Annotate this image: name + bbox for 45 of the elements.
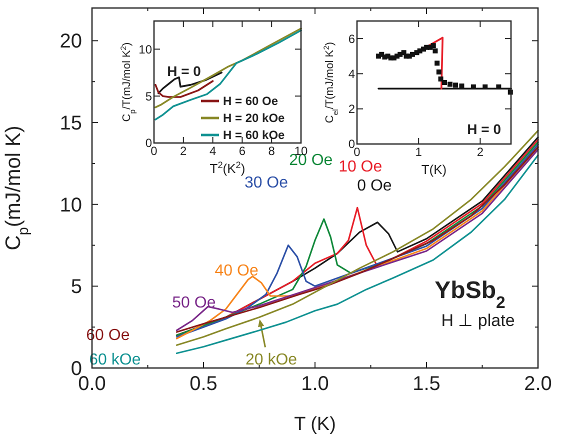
annotation: YbSb$_{2}$ — [434, 277, 506, 312]
point — [448, 82, 453, 87]
annotation: H = 0 — [467, 121, 502, 137]
x-tick-label: 2 — [180, 144, 188, 158]
x-tick-label: 4 — [209, 144, 216, 158]
series-label: 0 Oe — [357, 177, 392, 194]
y-tick-label: 20 — [60, 30, 82, 53]
y-tick-label: 15 — [60, 112, 82, 135]
x-tick-label: 6 — [238, 144, 246, 158]
x-axis-title: T$^{2}$(K$^{2}$) — [210, 160, 246, 176]
series-label: 50 Oe — [172, 294, 216, 312]
x-tick-label: 1.5 — [412, 373, 440, 395]
x-tick-label: 2.0 — [524, 373, 552, 395]
text: 10 Oe — [338, 158, 382, 176]
x-tick-label: 2 — [476, 145, 484, 159]
text: 30 Oe — [244, 174, 288, 192]
legend-label: H = 20 kOe — [223, 111, 286, 126]
line-series — [154, 80, 214, 98]
x-axis-title: T(K) — [421, 162, 447, 177]
y-tick-label: 10 — [138, 42, 152, 56]
point — [438, 76, 444, 82]
y-tick-label: 2 — [348, 102, 356, 116]
annotation: H ⊥ plate — [441, 311, 515, 330]
y-tick-label: 6 — [348, 32, 356, 46]
x-tick-label: 0.5 — [190, 373, 218, 395]
point — [453, 82, 458, 88]
point — [442, 80, 447, 85]
series-label: 40 Oe — [214, 262, 258, 280]
x-tick-label: 1 — [415, 145, 422, 159]
y-tick-label: 5 — [145, 89, 152, 104]
point — [410, 52, 415, 57]
x-tick-label: 1.0 — [301, 373, 329, 395]
legend-label: H = 60 Oe — [223, 94, 278, 108]
y-tick-label: 10 — [60, 194, 82, 216]
annotation: H = 0 — [167, 63, 202, 79]
legend-label: 20 kOe — [245, 351, 298, 368]
point — [432, 48, 438, 54]
y-tick-label: 5 — [70, 276, 82, 298]
y-tick-label: 4 — [348, 66, 356, 81]
point — [436, 69, 442, 74]
point — [430, 43, 436, 48]
point — [434, 60, 440, 66]
x-axis-title: T (K) — [294, 414, 336, 435]
legend-label: H = 60 kOe — [223, 128, 286, 142]
x-tick-label: 8 — [268, 144, 276, 158]
